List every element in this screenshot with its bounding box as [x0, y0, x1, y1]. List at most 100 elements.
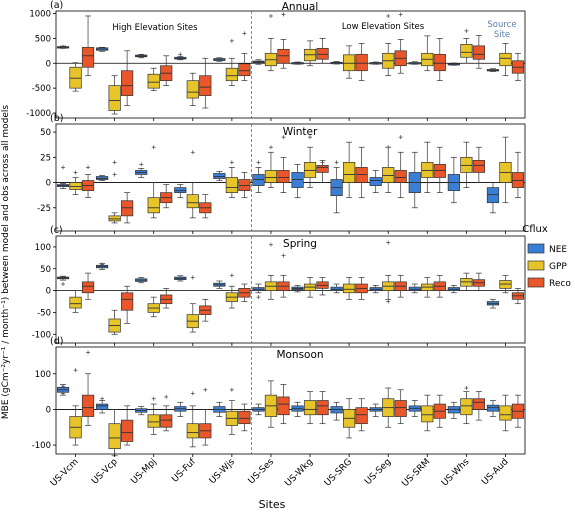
- box-reco: [472, 391, 485, 421]
- box-gpp: [382, 146, 395, 193]
- outlier-marker: [464, 28, 469, 33]
- box-reco: [81, 174, 95, 199]
- box-gpp: [69, 290, 82, 313]
- box-body: [69, 66, 82, 89]
- box-gpp: [460, 141, 473, 188]
- box-nee: [486, 68, 500, 72]
- box-nee: [369, 285, 382, 294]
- x-tick-label: US-Mpj: [129, 457, 158, 486]
- box-body: [81, 281, 95, 294]
- box-body: [121, 70, 134, 96]
- box-nee: [213, 57, 226, 62]
- panel-frame: [55, 123, 526, 232]
- box-gpp: [499, 274, 512, 294]
- box-reco: [433, 394, 446, 428]
- outlier-marker: [229, 387, 234, 392]
- box-nee: [174, 184, 187, 199]
- outlier-marker: [61, 282, 66, 287]
- box-reco: [238, 172, 251, 199]
- legend-swatch-reco: [527, 277, 545, 288]
- box-nee: [486, 298, 500, 309]
- box-reco: [394, 39, 407, 74]
- outlier-marker: [386, 240, 391, 245]
- box-gpp: [147, 403, 160, 435]
- box-gpp: [108, 409, 121, 457]
- box-gpp: [264, 380, 278, 428]
- outlier-marker: [386, 299, 391, 304]
- panel-annual: -1000 -500 0 500 1000(a) Annual: [26, 0, 526, 121]
- box-body: [213, 173, 226, 179]
- outlier-marker: [242, 31, 247, 36]
- box-body: [421, 162, 434, 178]
- box-gpp: [186, 72, 199, 106]
- y-tick-label: 500: [35, 34, 51, 44]
- box-body: [472, 45, 485, 60]
- box-body: [316, 47, 329, 60]
- y-axis-label: MBE (gCm⁻²yr⁻¹ / month⁻¹) between model …: [1, 105, 11, 420]
- y-tick-label: -50: [37, 308, 51, 318]
- box-body: [186, 423, 199, 439]
- y-tick-label: 1000: [29, 9, 51, 19]
- high-elevation-label: High Elevation Sites: [112, 23, 198, 33]
- box-body: [303, 400, 317, 416]
- box-gpp: [499, 136, 512, 204]
- box-reco: [199, 57, 212, 109]
- box-reco: [81, 272, 95, 300]
- legend-swatch-gpp: [527, 260, 545, 271]
- box-body: [355, 167, 368, 183]
- box-body: [277, 48, 290, 64]
- x-tick-label: US-SRG: [323, 457, 354, 488]
- box-gpp: [186, 182, 199, 219]
- box-reco: [277, 274, 290, 298]
- box-reco: [121, 285, 134, 324]
- box-reco: [355, 42, 368, 82]
- box-body: [238, 410, 251, 425]
- box-gpp: [225, 285, 238, 309]
- outlier-marker: [281, 135, 286, 140]
- box-nee: [330, 61, 343, 65]
- box-body: [316, 400, 329, 416]
- panel-frame: [55, 235, 526, 344]
- box-body: [499, 52, 512, 67]
- source-site-label: Site: [494, 30, 510, 40]
- outlier-marker: [203, 387, 208, 392]
- box-gpp: [147, 182, 160, 219]
- box-reco: [394, 389, 407, 425]
- box-reco: [511, 288, 525, 305]
- outlier-marker: [61, 44, 66, 49]
- box-gpp: [499, 394, 512, 432]
- legend-label-nee: NEE: [549, 245, 567, 255]
- box-body: [147, 197, 160, 214]
- box-gpp: [147, 67, 160, 91]
- box-gpp: [264, 38, 278, 72]
- box-body: [108, 85, 121, 111]
- box-nee: [369, 170, 382, 193]
- outlier-marker: [139, 162, 144, 167]
- box-reco: [511, 394, 525, 428]
- panel-label: (d): [50, 336, 63, 347]
- box-reco: [238, 403, 251, 432]
- y-tick-label: -100: [32, 441, 51, 451]
- y-tick-label: 0: [46, 59, 51, 69]
- box-gpp: [186, 405, 199, 448]
- box-reco: [160, 184, 173, 209]
- box-reco: [355, 146, 368, 199]
- box-reco: [394, 274, 407, 298]
- box-nee: [135, 277, 148, 284]
- box-body: [225, 67, 238, 82]
- box-nee: [486, 182, 500, 214]
- box-nee: [56, 183, 70, 189]
- box-gpp: [343, 141, 356, 199]
- box-nee: [408, 151, 421, 209]
- box-reco: [121, 192, 134, 224]
- box-gpp: [460, 391, 473, 425]
- box-reco: [316, 38, 329, 64]
- box-body: [96, 403, 109, 410]
- box-nee: [291, 401, 304, 417]
- legend-label-gpp: GPP: [549, 262, 567, 272]
- x-tick-label: US-Ses: [247, 457, 277, 487]
- box-body: [343, 283, 356, 294]
- outlier-marker: [61, 384, 66, 389]
